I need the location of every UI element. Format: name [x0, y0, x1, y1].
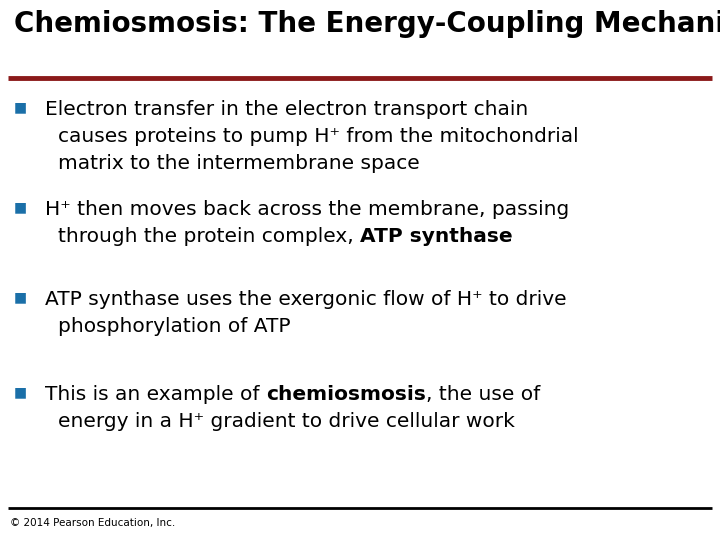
Text: energy in a H⁺ gradient to drive cellular work: energy in a H⁺ gradient to drive cellula…: [58, 412, 515, 431]
Text: ATP synthase uses the exergonic flow of H⁺ to drive: ATP synthase uses the exergonic flow of …: [45, 290, 567, 309]
Text: , the use of: , the use of: [426, 385, 540, 404]
Text: matrix to the intermembrane space: matrix to the intermembrane space: [58, 154, 420, 173]
Text: This is an example of: This is an example of: [45, 385, 266, 404]
Text: Chemiosmosis: The Energy-Coupling Mechanism: Chemiosmosis: The Energy-Coupling Mechan…: [14, 10, 720, 38]
Text: phosphorylation of ATP: phosphorylation of ATP: [58, 317, 291, 336]
Text: ATP synthase: ATP synthase: [360, 227, 513, 246]
Text: Electron transfer in the electron transport chain: Electron transfer in the electron transp…: [45, 100, 528, 119]
Text: ■: ■: [14, 385, 27, 399]
Text: chemiosmosis: chemiosmosis: [266, 385, 426, 404]
Text: © 2014 Pearson Education, Inc.: © 2014 Pearson Education, Inc.: [10, 518, 175, 528]
Text: H⁺ then moves back across the membrane, passing: H⁺ then moves back across the membrane, …: [45, 200, 570, 219]
Text: causes proteins to pump H⁺ from the mitochondrial: causes proteins to pump H⁺ from the mito…: [58, 127, 579, 146]
Text: ■: ■: [14, 290, 27, 304]
Text: through the protein complex,: through the protein complex,: [58, 227, 360, 246]
Text: ■: ■: [14, 100, 27, 114]
Text: ■: ■: [14, 200, 27, 214]
